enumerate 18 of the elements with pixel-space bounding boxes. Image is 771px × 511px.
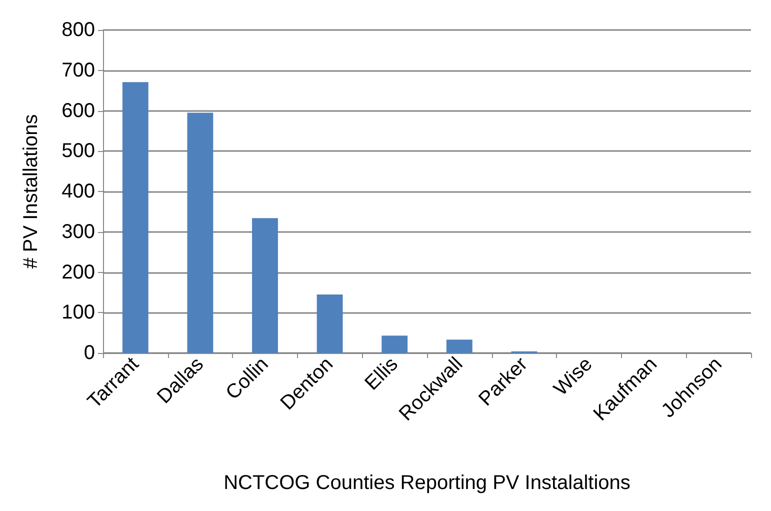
y-tick-label: 700 xyxy=(62,59,95,82)
bar xyxy=(382,336,408,353)
y-tick-label: 100 xyxy=(62,302,95,324)
y-tick-label: 800 xyxy=(62,19,95,41)
bar xyxy=(316,294,343,353)
bar xyxy=(252,218,278,353)
y-tick-label: 0 xyxy=(84,342,95,364)
bar xyxy=(187,112,214,353)
y-tick-label: 500 xyxy=(62,140,95,162)
y-tick-label: 200 xyxy=(62,261,95,284)
bar xyxy=(446,340,472,353)
x-tick-label: Ellis xyxy=(360,353,402,395)
y-tick-label: 400 xyxy=(62,180,95,202)
bar xyxy=(122,82,148,353)
x-axis-title: NCTCOG Counties Reporting PV Instalaltions xyxy=(224,472,630,494)
y-tick-label: 600 xyxy=(62,100,95,122)
y-tick-label: 300 xyxy=(62,220,95,243)
y-axis-title: # PV Installations xyxy=(20,114,42,269)
